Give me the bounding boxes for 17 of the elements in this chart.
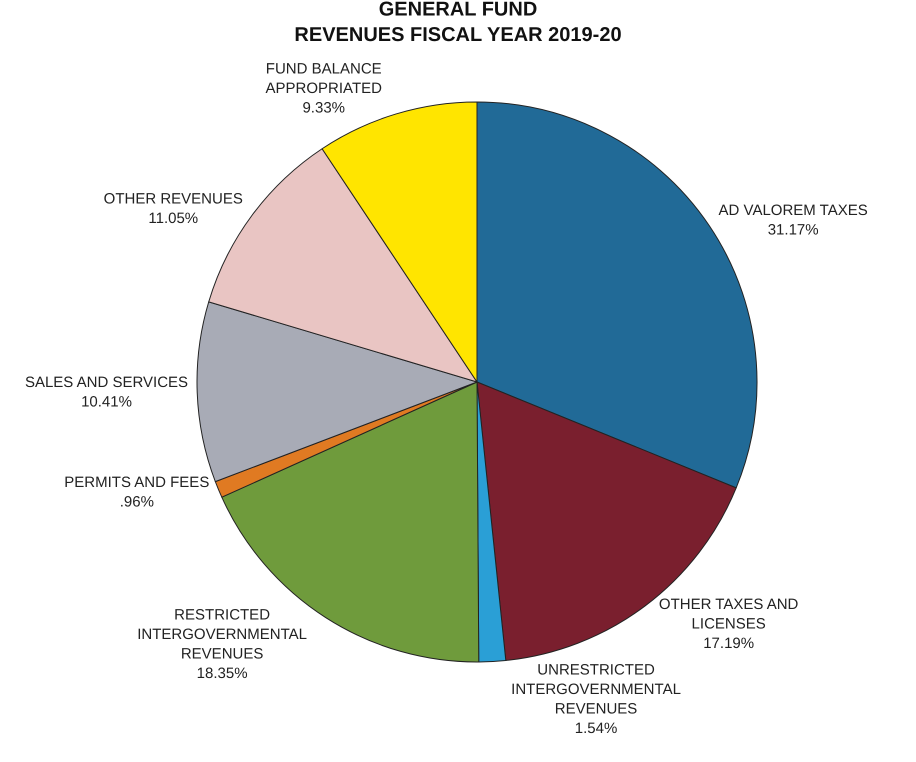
data-label: 17.19% [703, 635, 754, 652]
slice-label: SALES AND SERVICES [24, 374, 188, 392]
data-label: 11.05% [148, 210, 198, 228]
slice-label: AD VALOREM TAXES [718, 202, 868, 219]
data-label: .96% [120, 493, 154, 510]
chart-title: GENERAL FUND REVENUES FISCAL YEAR 2019-20 [294, 0, 622, 46]
data-label: 1.54% [574, 720, 618, 737]
data-label: 18.35% [196, 665, 248, 682]
slice-label: UNRESTRICTED INTERGOVERNMENTAL REVENUES [511, 661, 681, 718]
slice-label: RESTRICTED INTERGOVERNMENTAL REVENUES [137, 606, 307, 663]
slice-label: PERMITS AND FEES [64, 474, 210, 491]
slice-label: FUND BALANCE APPROPRIATED [266, 60, 382, 97]
slice-label: OTHER REVENUES [104, 190, 243, 208]
data-label: 31.17% [768, 221, 819, 238]
data-label: 10.41% [81, 394, 132, 411]
slice-label: OTHER TAXES AND LICENSES [658, 596, 799, 632]
data-label: 9.33% [302, 99, 346, 116]
